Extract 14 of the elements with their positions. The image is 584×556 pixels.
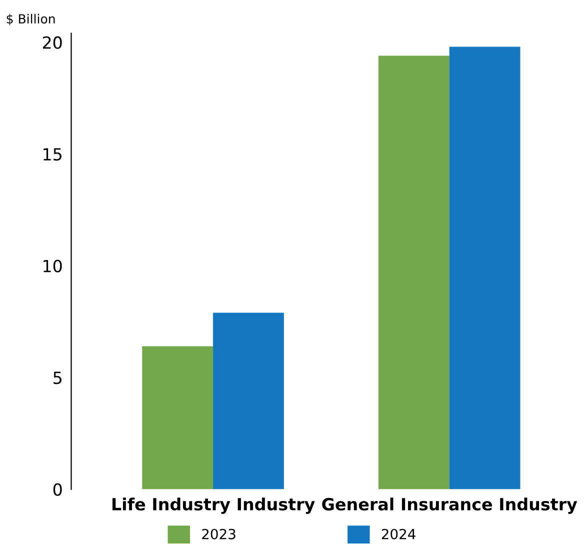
legend-label: 2023	[202, 528, 236, 540]
y-tick-label: 10	[44, 260, 62, 272]
bar	[142, 346, 214, 490]
y-tick-label: 0	[53, 483, 62, 496]
bar	[213, 312, 284, 490]
x-tick-label: General Insurance Industry	[322, 498, 578, 514]
bar	[449, 46, 520, 490]
y-tick-label: 5	[54, 372, 62, 384]
y-axis-title: $ Billion	[6, 14, 55, 26]
y-tick-label: 15	[44, 148, 62, 161]
legend-label: 2024	[382, 528, 416, 540]
x-tick-label: Life Industry Industry	[112, 498, 315, 514]
y-tick-label: 20	[42, 36, 62, 49]
bar	[378, 56, 450, 490]
